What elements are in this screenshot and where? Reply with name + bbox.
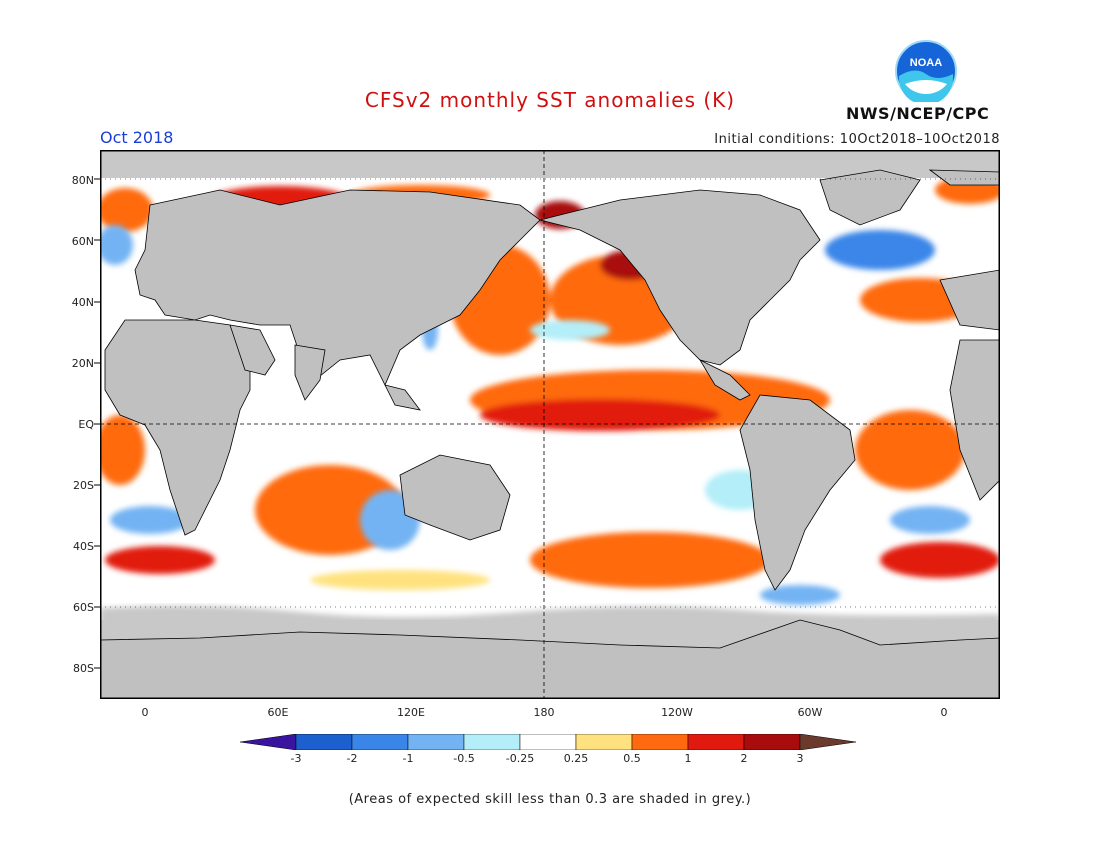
colorbar-bin-9 — [743, 734, 801, 750]
lon-label-180: 180 — [533, 706, 555, 719]
colorbar-bin-8 — [687, 734, 745, 750]
lat-label-40s: 40S — [73, 540, 94, 553]
colorbar-label-neg1: -1 — [402, 752, 414, 765]
footnote: (Areas of expected skill less than 0.3 a… — [348, 792, 752, 807]
map-frame — [100, 150, 1000, 699]
colorbar-bin-7 — [631, 734, 689, 750]
logo-text: NOAA — [910, 57, 942, 69]
colorbar-bin-2 — [351, 734, 409, 750]
warm-patch-gulf-of-guinea — [100, 415, 145, 485]
noaa-logo: NOAA — [895, 40, 957, 102]
colorbar-label-2: 2 — [740, 752, 748, 765]
land-europe-east-edge — [939, 269, 1000, 331]
land-arabia — [229, 324, 276, 376]
lon-label-0: 0 — [141, 706, 149, 719]
colorbar-bin-1 — [295, 734, 353, 750]
forecast-period: Oct 2018 — [100, 128, 174, 147]
graticule — [100, 150, 1000, 699]
warm-patch-equatorial-pacific-core — [480, 399, 720, 431]
colorbar — [240, 734, 857, 750]
lat-label-20n: 20N — [71, 357, 94, 370]
warm-patch-sw-atlantic — [105, 546, 215, 574]
initial-conditions: Initial conditions: 10Oct2018–10Oct2018 — [714, 132, 1000, 147]
land-antarctica — [100, 619, 1000, 699]
cool-patch-drake-passage — [760, 585, 840, 605]
colorbar-bin-3 — [407, 734, 465, 750]
southern-ocean-low-skill-edge — [100, 605, 1000, 630]
warm-patch-south-pacific — [530, 532, 770, 588]
sst-anomaly-map — [100, 150, 1000, 699]
arctic-low-skill — [100, 150, 1000, 178]
land — [100, 169, 1000, 699]
colorbar-label-neg0-5: -0.5 — [453, 752, 475, 765]
colorbar-bin-6 — [575, 734, 633, 750]
lat-label-40n: 40N — [71, 296, 94, 309]
land-africa-east-edge — [949, 339, 1000, 501]
colorbar-bin-below-neg3 — [240, 734, 297, 750]
cool-patch-sw-indian — [110, 506, 190, 534]
lat-label-60s: 60S — [73, 601, 94, 614]
cool-patch-labrador-sea — [825, 230, 935, 270]
colorbar-label-neg0-25: -0.25 — [505, 752, 535, 765]
lon-label-0-east: 0 — [940, 706, 948, 719]
lat-label-80n: 80N — [71, 174, 94, 187]
colorbar-label-0-5: 0.5 — [623, 752, 641, 765]
lat-label-eq: EQ — [78, 418, 94, 431]
land-central-america — [698, 359, 751, 401]
lat-ticks — [94, 178, 100, 669]
warm-patch-n-atlantic-west — [100, 188, 153, 232]
cool-patch-south-atlantic — [890, 506, 970, 534]
land-greenland — [819, 169, 921, 226]
colorbar-bin-4 — [463, 734, 521, 750]
colorbar-label-3: 3 — [796, 752, 804, 765]
colorbar-label-0-25: 0.25 — [563, 752, 589, 765]
land-australia — [399, 454, 511, 541]
warm-patch-tropical-atlantic — [855, 410, 965, 490]
land-greenland-east — [928, 169, 1000, 186]
colorbar-label-neg3: -3 — [290, 752, 302, 765]
lat-label-60n: 60N — [71, 235, 94, 248]
land-india — [294, 344, 326, 401]
land-se-asia — [384, 384, 421, 411]
graticule-minor — [100, 178, 1000, 608]
cool-patch-central-n-pacific — [530, 320, 610, 340]
lon-label-60e: 60E — [267, 706, 289, 719]
lon-label-120w: 120W — [661, 706, 693, 719]
land-north-america — [539, 189, 821, 366]
lat-label-20s: 20S — [73, 479, 94, 492]
agency-label: NWS/NCEP/CPC — [846, 104, 990, 123]
lat-label-80s: 80S — [73, 662, 94, 675]
colorbar-label-neg2: -2 — [346, 752, 358, 765]
land-south-america — [739, 394, 856, 591]
colorbar-bin-5 — [519, 734, 577, 750]
cool-patch-norwegian-sea — [100, 225, 133, 265]
warm-patch-southern-indian-belt — [310, 570, 490, 590]
lon-label-120e: 120E — [397, 706, 425, 719]
map-title: CFSv2 monthly SST anomalies (K) — [364, 88, 736, 112]
colorbar-bin-above-3 — [799, 734, 857, 750]
colorbar-label-1: 1 — [684, 752, 692, 765]
warm-patch-south-atlantic — [880, 542, 1000, 578]
land-eurasia — [134, 189, 541, 386]
lon-label-60w: 60W — [797, 706, 823, 719]
